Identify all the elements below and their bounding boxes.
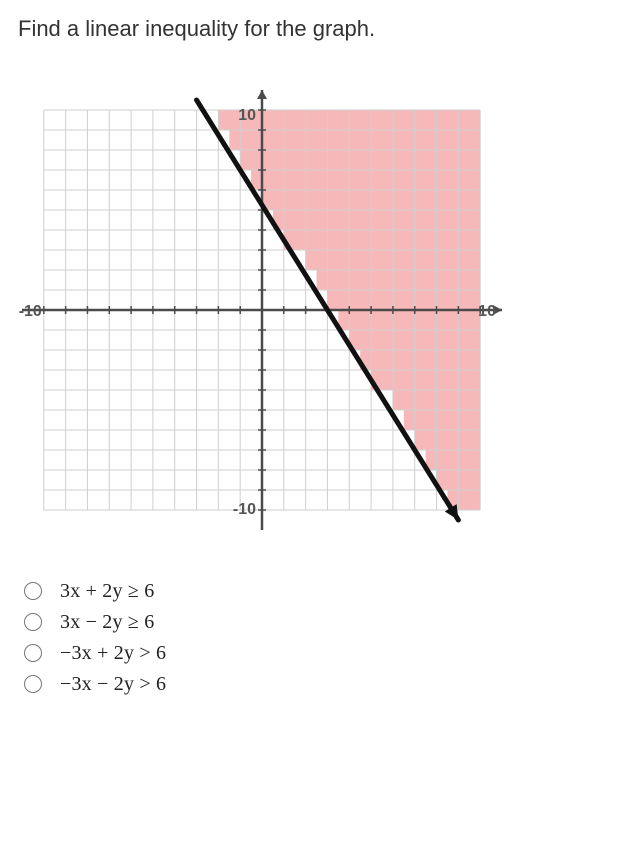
answers-block: 3x + 2y ≥ 6 3x − 2y ≥ 6 −3x + 2y > 6 −3x… — [18, 580, 600, 696]
svg-text:-10: -10 — [19, 303, 42, 320]
svg-text:10: 10 — [478, 303, 496, 320]
answer-radio[interactable] — [24, 613, 42, 631]
answer-label: 3x − 2y ≥ 6 — [60, 611, 154, 634]
answer-label: −3x + 2y > 6 — [60, 642, 166, 665]
answer-option[interactable]: −3x − 2y > 6 — [24, 673, 600, 696]
graph-svg: -10 10 10 -10 — [12, 80, 512, 540]
answer-radio[interactable] — [24, 644, 42, 662]
answer-label: 3x + 2y ≥ 6 — [60, 580, 154, 603]
page: Find a linear inequality for the graph. … — [0, 0, 618, 844]
svg-text:10: 10 — [238, 107, 256, 124]
answer-option[interactable]: 3x − 2y ≥ 6 — [24, 611, 600, 634]
svg-text:-10: -10 — [233, 501, 256, 518]
graph-container: -10 10 10 -10 — [12, 80, 512, 540]
answer-option[interactable]: −3x + 2y > 6 — [24, 642, 600, 665]
answer-radio[interactable] — [24, 675, 42, 693]
answer-option[interactable]: 3x + 2y ≥ 6 — [24, 580, 600, 603]
question-prompt: Find a linear inequality for the graph. — [18, 14, 600, 44]
answer-label: −3x − 2y > 6 — [60, 673, 166, 696]
answer-radio[interactable] — [24, 582, 42, 600]
